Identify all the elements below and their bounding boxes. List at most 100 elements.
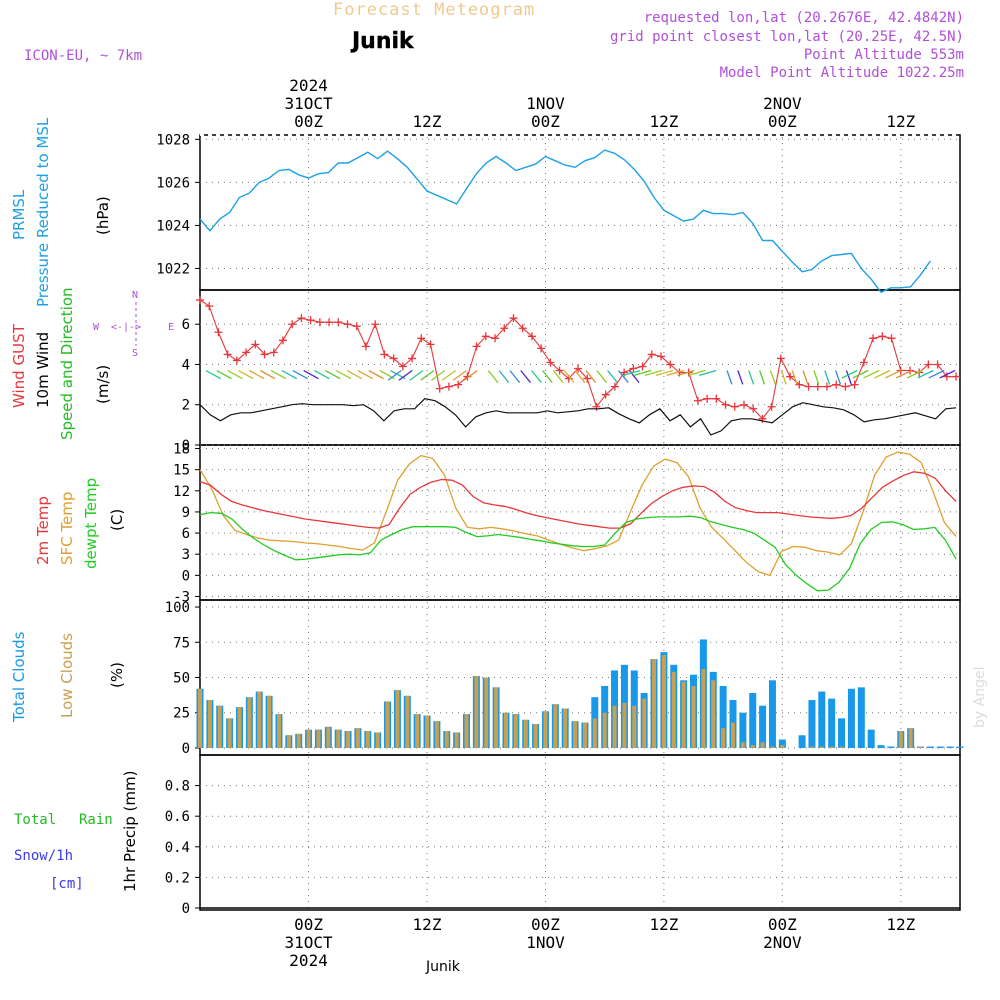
wind-direction-arrow [824, 370, 831, 385]
total-cloud-bar [857, 687, 865, 748]
precip-tick-label: 0.8 [165, 779, 190, 795]
gust-marker [343, 320, 352, 329]
wind-direction-arrow [431, 369, 446, 381]
wind-direction-arrow [852, 369, 869, 379]
precip-tick-label: 0 [182, 901, 190, 917]
gust-marker [749, 404, 758, 413]
low-cloud-bar [385, 701, 390, 748]
gridlines [200, 137, 960, 909]
gust-marker [398, 362, 407, 371]
gust-marker [776, 354, 785, 363]
wind-direction-arrow [726, 370, 733, 385]
station-name: Junik [350, 29, 415, 54]
low-cloud-bar [286, 735, 291, 748]
gust-marker [813, 382, 822, 391]
c-unit-label: (C) [108, 509, 126, 531]
wind-direction-arrow [895, 369, 912, 379]
gust-marker [841, 382, 850, 391]
gust-marker [454, 380, 463, 389]
gust-marker [251, 340, 260, 349]
low-cloud-bar [267, 695, 272, 748]
gust-marker [795, 380, 804, 389]
wind-direction-arrow [314, 369, 330, 380]
temp-tick-label: 12 [173, 484, 190, 500]
gust-marker [601, 390, 610, 399]
gust-marker [352, 322, 361, 331]
wind-direction-arrow [863, 369, 880, 379]
low-cloud-bar [701, 669, 706, 748]
pressure-tick-label: 1024 [156, 218, 190, 234]
gust-marker [583, 374, 592, 383]
wind-direction-arrow [769, 370, 776, 385]
gust-marker [472, 342, 481, 351]
wind-direction-arrow [420, 369, 435, 381]
wind-direction-arrow [520, 370, 532, 384]
low-cloud-bar [434, 721, 439, 748]
top-day-label: 1NOV [526, 94, 565, 113]
wind-direction-arrow [441, 369, 457, 381]
low-cloud-bar [306, 729, 311, 748]
wind-direction-arrow [368, 369, 384, 380]
gust-marker [527, 332, 536, 341]
low-cloud-bar [395, 690, 400, 748]
speed-direction-label: Speed and Direction [58, 287, 76, 440]
dewpt-temp-label: dewpt Temp [82, 478, 100, 569]
gust-marker [325, 318, 334, 327]
snow-unit-label: [cm] [50, 876, 84, 892]
low-cloud-bar [484, 677, 489, 748]
clouds-tick-label: 50 [173, 671, 190, 687]
wind-direction-arrow [487, 370, 499, 384]
gust-marker [822, 382, 831, 391]
low-cloud-bar [217, 705, 222, 748]
gust-marker [537, 344, 546, 353]
wind-panel-frame [199, 289, 961, 446]
wind-direction-arrow [509, 370, 521, 384]
gust-marker [610, 382, 619, 391]
temp-tick-label: 18 [173, 442, 190, 458]
2m-temp-label: 2m Temp [34, 496, 52, 565]
low-clouds-label: Low Clouds [58, 633, 76, 718]
bottom-day-label: 31OCT [284, 933, 333, 952]
low-cloud-bar [582, 722, 587, 748]
gust-marker [786, 372, 795, 381]
wind-direction-arrow [780, 370, 787, 385]
gust-marker [657, 352, 666, 361]
gust-marker [850, 380, 859, 389]
low-cloud-bar [523, 719, 528, 748]
wind-direction-arrow [845, 370, 852, 385]
total-cloud-bar [877, 745, 885, 748]
wind-direction-arrow [227, 369, 243, 380]
gust-marker [832, 380, 841, 389]
10m-wind-label: 10m Wind [34, 332, 52, 408]
precip-unit-label: 1hr Precip (mm) [121, 771, 139, 892]
wind-direction-arrow [552, 370, 564, 384]
wind-direction-arrow [463, 369, 478, 381]
wind-direction-arrow [249, 369, 265, 380]
wind-direction-arrow [387, 369, 402, 381]
low-cloud-bar [563, 708, 568, 748]
low-cloud-bar [405, 695, 410, 748]
wind-direction-arrow [281, 369, 298, 380]
wind-direction-arrow [699, 369, 717, 376]
wind-direction-arrow [596, 370, 608, 384]
clouds-tick-label: 25 [173, 706, 190, 722]
wind-direction-arrow [737, 370, 744, 385]
gust-marker [638, 362, 647, 371]
gust-marker [297, 314, 306, 323]
total-cloud-bar [749, 693, 757, 748]
wind-direction-arrow [531, 370, 542, 384]
gust-marker [518, 324, 527, 333]
requested-lonlat: requested lon,lat (20.2676E, 42.4842N) [644, 10, 964, 26]
low-cloud-bar [375, 732, 380, 748]
compass-n: N [132, 290, 138, 301]
total-clouds-label: Total Clouds [10, 631, 28, 723]
bottom-hour-label: 00Z [768, 915, 797, 934]
plot-series [196, 149, 964, 909]
low-cloud-bar [898, 731, 903, 748]
low-cloud-bar [632, 705, 637, 748]
gust-marker [371, 320, 380, 329]
wind-direction-arrow [607, 370, 618, 384]
low-cloud-bar [612, 705, 617, 748]
